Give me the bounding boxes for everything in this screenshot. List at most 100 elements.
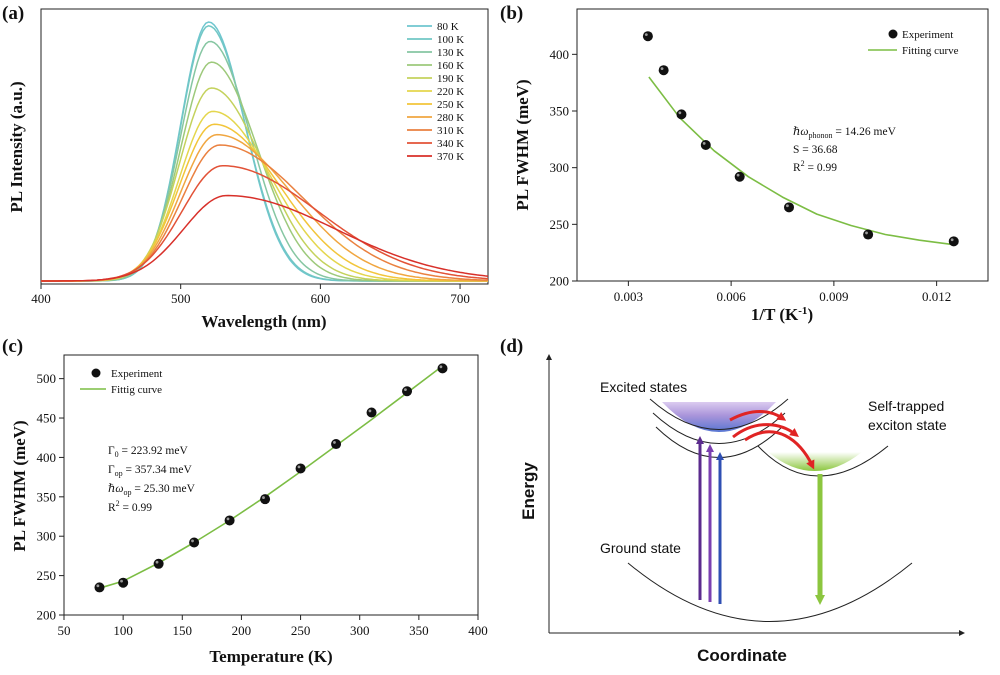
c-x-tick-label: 350 [409, 623, 429, 638]
panel-a-x-axis-title: Wavelength (nm) [201, 312, 326, 331]
panel-c-ticks: 50 100 150 200 250 300 350 400 200 250 300 350 400 45… [37, 371, 488, 638]
panel-c-x-axis-title: Temperature (K) [209, 647, 332, 666]
panel-b-legend-fit: Fitting curve [902, 45, 959, 57]
r2-value: = 0.99 [805, 162, 838, 174]
a-legend-label: 250 K [437, 99, 464, 111]
gammaop-value: = 357.34 meV [123, 464, 193, 476]
gamma0-symbol: Γ [108, 445, 115, 457]
hw-value: = 14.26 meV [833, 126, 897, 138]
a-legend-label: 220 K [437, 86, 464, 98]
hw-symbol: ℏω [793, 126, 809, 138]
panel-c-annotation-hwop: ℏωop = 25.30 meV [108, 483, 196, 497]
c-data-point-highlight [404, 388, 407, 392]
c-y-tick-label: 250 [37, 568, 57, 583]
b-data-point-highlight [660, 67, 664, 70]
panel-c-fit-layer [99, 365, 443, 589]
c-y-tick-label: 500 [37, 371, 57, 386]
b-data-point-highlight [702, 142, 706, 145]
b-data-point-highlight [644, 33, 648, 36]
panel-b-y-axis-title: PL FWHM (meV) [513, 79, 532, 210]
c-r2-value: = 0.99 [120, 502, 153, 514]
excited-states-label: Excited states [600, 379, 687, 395]
a-legend-label: 80 K [437, 21, 459, 33]
panel-b-plot-frame [576, 8, 989, 282]
a-x-tick-label: 700 [450, 291, 470, 306]
c-data-point [437, 363, 448, 374]
panel-c-points [94, 363, 448, 593]
b-y-tick-label: 250 [550, 217, 570, 232]
b-data-point [948, 236, 959, 247]
panel-b-points [642, 31, 959, 247]
a-legend-label: 310 K [437, 125, 464, 137]
c-data-point [224, 515, 235, 526]
r2-symbol: R [793, 162, 801, 174]
panel-c-legend-fit: Fittig curve [111, 384, 162, 396]
b-x-tick-label: 0.012 [922, 289, 951, 304]
c-x-tick-label: 400 [468, 623, 488, 638]
b-data-point [700, 140, 711, 150]
c-x-tick-label: 300 [350, 623, 370, 638]
panel-b-ticks: 0.003 0.006 0.009 0.012 200 250 300 350 400 [550, 47, 952, 304]
panel-c: (c) 50 100 150 200 250 300 350 400 200 250 300 350 4… [2, 336, 488, 666]
panel-c-legend-experiment: Experiment [111, 368, 162, 380]
panel-a-plot-frame [40, 8, 489, 285]
c-data-point [153, 558, 164, 569]
panel-b-fit-layer [648, 76, 954, 246]
b-x-tick-label: 0.009 [819, 289, 848, 304]
c-r2-symbol: R [108, 502, 116, 514]
b-data-point [734, 171, 745, 182]
panel-a-label: (a) [2, 3, 24, 24]
b-y-tick-label: 300 [550, 160, 570, 175]
panel-c-label: (c) [2, 336, 23, 357]
energy-axis-label: Energy [519, 462, 538, 520]
b-data-point-highlight [950, 238, 954, 242]
panel-d-label: (d) [500, 336, 523, 357]
a-legend-label: 160 K [437, 60, 464, 72]
gamma0-subscript: 0 [115, 450, 119, 459]
c-data-point [118, 577, 129, 588]
c-data-point-highlight [191, 539, 194, 543]
b-y-tick-label: 400 [550, 47, 570, 62]
panel-c-legend: Experiment Fittig curve [80, 368, 162, 396]
ste-label-line-1: Self-trapped [868, 398, 944, 414]
hwop-subscript: op [124, 488, 132, 497]
b-data-point [658, 65, 669, 76]
a-x-tick-label: 600 [311, 291, 331, 306]
panel-a-y-axis-title: PL Intensity (a.u.) [7, 81, 26, 212]
b-data-point [676, 109, 687, 120]
c-data-point [402, 386, 413, 397]
c-data-point [331, 439, 342, 450]
b-x-tick-label: 0.006 [717, 289, 747, 304]
panel-b-legend-experiment: Experiment [902, 29, 953, 41]
panel-b-annotation: ℏωphonon = 14.26 meV S = 36.68 R2 = 0.99 [793, 126, 897, 174]
c-data-point-highlight [439, 365, 443, 369]
c-data-point-highlight [96, 584, 100, 588]
c-data-point-highlight [155, 560, 159, 564]
c-y-tick-label: 400 [37, 450, 57, 465]
spectrum-100k [41, 25, 488, 282]
b-data-point-highlight [865, 231, 868, 235]
panel-b-label: (b) [500, 3, 523, 24]
ground-state-label: Ground state [600, 540, 681, 556]
b-y-tick-label: 350 [550, 104, 570, 119]
excited-state-fill [662, 402, 776, 432]
b-y-tick-label: 200 [550, 274, 570, 289]
b-data-point [784, 202, 795, 213]
panel-b-annotation-s: S = 36.68 [793, 144, 838, 156]
b-data-point-highlight [678, 111, 682, 115]
c-x-tick-label: 250 [291, 623, 311, 638]
coordinate-axis-label: Coordinate [697, 646, 787, 665]
ste-label-line-2: exciton state [868, 417, 947, 433]
c-data-point [189, 537, 200, 548]
panel-c-legend-marker-experiment [91, 368, 101, 378]
panel-c-annotation-r2: R2 = 0.99 [108, 499, 152, 514]
panel-b-annotation-phonon: ℏωphonon = 14.26 meV [793, 126, 897, 140]
panel-c-annotation-gammaop: Γop = 357.34 meV [108, 464, 192, 478]
gamma0-value: = 223.92 meV [119, 445, 189, 457]
ground-state-curve [627, 562, 913, 622]
c-y-tick-label: 200 [37, 608, 57, 623]
hwop-symbol: ℏω [108, 483, 124, 495]
